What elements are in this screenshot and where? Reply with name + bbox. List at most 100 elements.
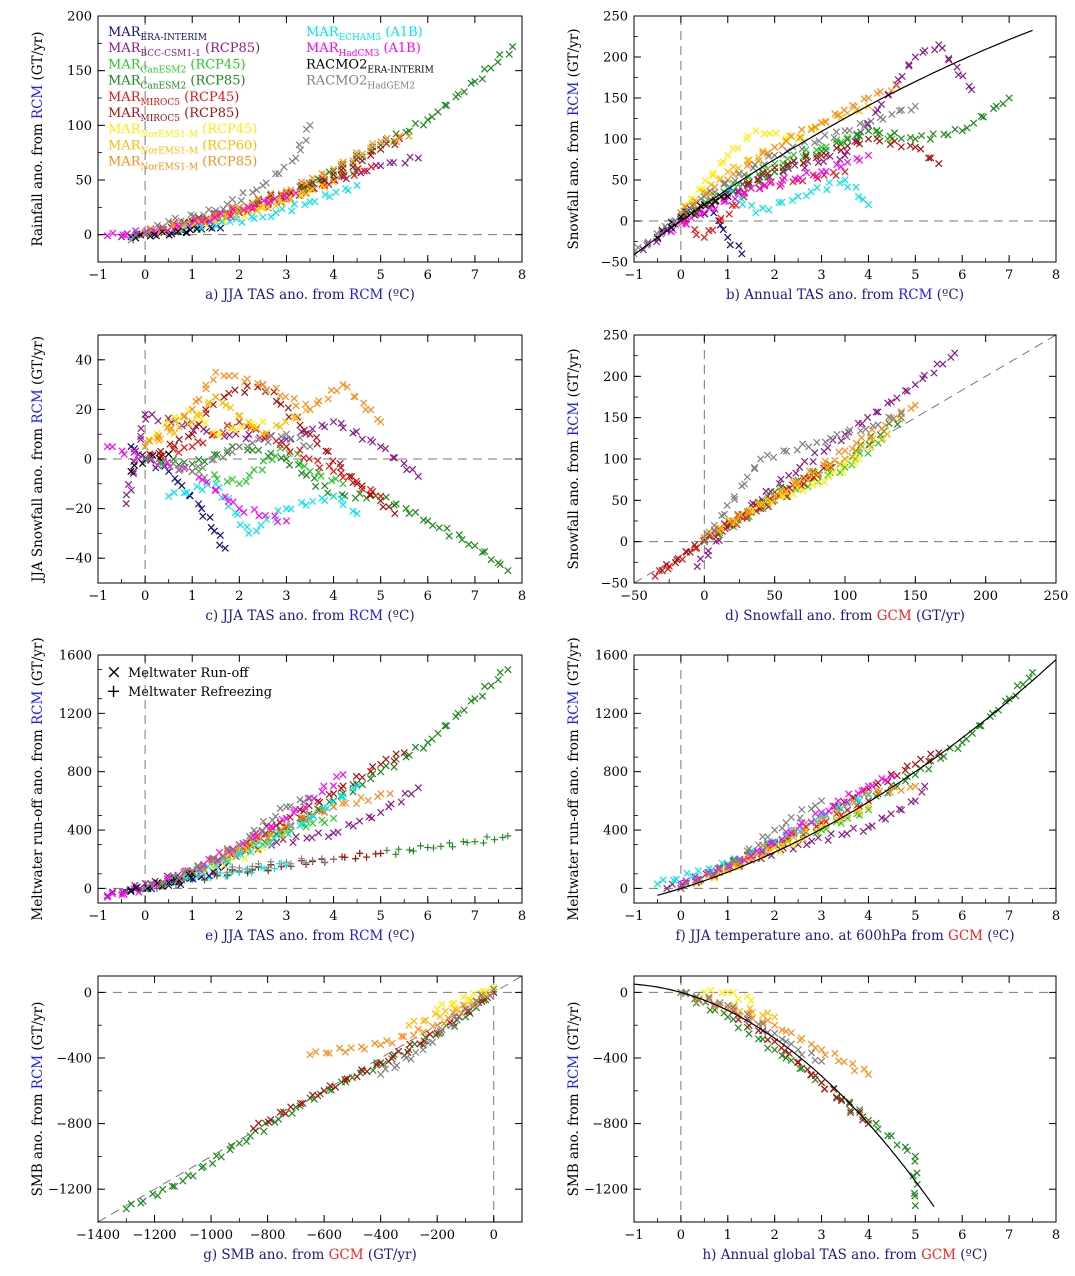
- data-point: [321, 482, 329, 490]
- data-point: [411, 743, 420, 751]
- data-point: [245, 832, 254, 840]
- data-point: [118, 890, 126, 899]
- data-point: [836, 155, 844, 164]
- x-tick-label: 8: [518, 909, 526, 924]
- data-point: [876, 137, 884, 145]
- x-axis-label: g) SMB ano. from GCM (GT/yr): [203, 1247, 417, 1263]
- data-point: [329, 467, 338, 476]
- data-point: [277, 432, 285, 441]
- data-point: [183, 488, 191, 496]
- data-point: [860, 122, 869, 130]
- data-point: [696, 211, 705, 219]
- data-point: [815, 137, 823, 145]
- data-point: [778, 1026, 786, 1034]
- data-point: [228, 846, 236, 854]
- data-point: [159, 878, 167, 887]
- data-point: [211, 213, 219, 222]
- data-point: [250, 466, 258, 474]
- data-point: [759, 1020, 767, 1028]
- data-point: [764, 833, 772, 841]
- data-point: [296, 1099, 305, 1108]
- data-point: [352, 800, 361, 808]
- data-point: [155, 432, 163, 440]
- data-point: [216, 430, 224, 439]
- y-tick-label: 0: [84, 882, 92, 897]
- data-point: [460, 88, 468, 96]
- data-point: [138, 459, 147, 468]
- data-point: [264, 438, 272, 446]
- y-tick-label: 800: [67, 765, 92, 780]
- data-point: [705, 993, 713, 1001]
- data-point: [314, 456, 322, 465]
- data-point: [407, 1055, 415, 1063]
- data-point: [313, 440, 321, 448]
- data-point: [800, 474, 808, 482]
- data-point: [206, 217, 214, 225]
- data-point: [154, 1192, 162, 1200]
- data-point: [864, 1070, 873, 1079]
- data-point: [347, 1044, 355, 1052]
- data-point-refreeze: [377, 850, 385, 857]
- data-point: [811, 123, 819, 131]
- data-point: [756, 184, 764, 192]
- data-point: [771, 1013, 779, 1021]
- data-point-refreeze: [302, 859, 310, 867]
- data-point: [787, 1029, 795, 1037]
- data-point: [159, 1185, 167, 1194]
- markers: [103, 42, 517, 244]
- data-point: [504, 566, 512, 575]
- data-point: [833, 160, 841, 169]
- data-point: [247, 848, 255, 856]
- data-point: [377, 162, 385, 170]
- data-point: [480, 65, 489, 73]
- legend-entry: MARBCC-CSM1-1 (RCP85): [108, 41, 260, 59]
- data-point: [302, 501, 310, 509]
- data-point: [705, 869, 713, 878]
- data-point: [199, 464, 207, 472]
- data-point: [709, 171, 717, 179]
- data-point: [239, 189, 247, 197]
- data-point: [324, 447, 332, 456]
- data-point: [839, 468, 847, 476]
- data-point: [887, 414, 895, 422]
- data-point: [344, 186, 352, 194]
- data-point: [441, 1007, 449, 1015]
- data-point: [837, 1097, 846, 1105]
- data-point: [917, 132, 926, 140]
- data-point: [363, 1067, 371, 1076]
- data-point: [271, 170, 280, 178]
- data-point: [139, 1197, 147, 1205]
- x-tick-label: 7: [1005, 1228, 1013, 1243]
- data-point: [812, 154, 821, 162]
- data-point: [243, 375, 251, 383]
- data-point: [179, 1177, 187, 1185]
- legend-entry: RACMO2HadGEM2: [306, 74, 415, 92]
- data-point: [282, 430, 291, 438]
- data-point: [707, 986, 715, 995]
- data-point: [428, 1038, 437, 1046]
- data-point: [644, 238, 652, 246]
- data-point: [292, 189, 300, 197]
- data-point: [858, 787, 866, 795]
- data-point: [716, 999, 724, 1007]
- data-point: [859, 827, 867, 835]
- data-point: [306, 430, 314, 438]
- data-point: [183, 420, 191, 428]
- legend-entry: MARERA-INTERIM: [108, 25, 207, 43]
- data-point: [906, 133, 915, 142]
- data-point: [678, 555, 687, 564]
- data-point: [490, 985, 498, 993]
- data-point: [390, 757, 398, 765]
- data-point: [820, 478, 829, 486]
- data-point: [893, 420, 902, 428]
- data-point: [455, 531, 463, 539]
- data-point: [282, 517, 291, 525]
- data-point: [312, 482, 320, 490]
- data-point: [477, 991, 486, 999]
- data-point: [368, 814, 376, 822]
- x-tick-label: 8: [1052, 1228, 1060, 1243]
- data-point: [920, 371, 929, 379]
- data-point: [127, 887, 135, 895]
- data-point: [745, 508, 753, 516]
- data-point: [940, 752, 948, 760]
